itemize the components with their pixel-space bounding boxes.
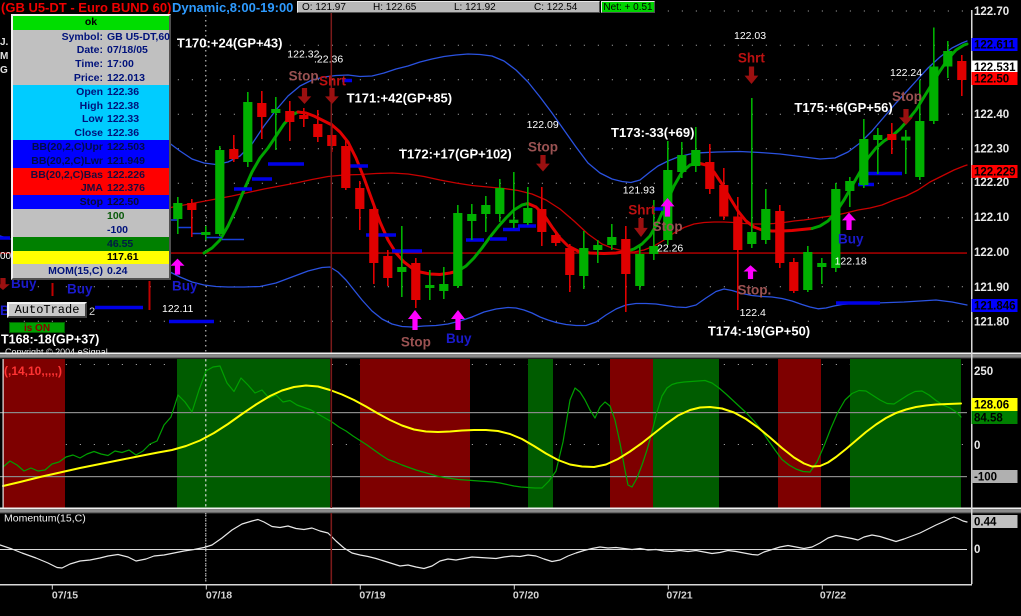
svg-text:Stop: Stop: [528, 140, 558, 155]
svg-text:0.44: 0.44: [974, 517, 997, 529]
svg-text:Shrt: Shrt: [738, 51, 766, 66]
svg-text:122.70: 122.70: [974, 6, 1009, 18]
svg-text:250: 250: [974, 366, 993, 378]
svg-text:122.30: 122.30: [974, 144, 1009, 156]
svg-text:122.11: 122.11: [162, 303, 193, 315]
svg-text:122.32: 122.32: [287, 49, 319, 61]
svg-text:122.10: 122.10: [974, 212, 1009, 224]
svg-text:Stop: Stop: [892, 89, 922, 104]
svg-text:07/18: 07/18: [206, 590, 232, 602]
svg-text:Buy: Buy: [67, 282, 93, 297]
svg-text:T175:+6(GP+56): T175:+6(GP+56): [794, 100, 892, 115]
svg-text:122.09: 122.09: [527, 119, 559, 131]
svg-text:0: 0: [974, 440, 980, 452]
svg-text:Momentum(15,C): Momentum(15,C): [4, 513, 86, 525]
svg-text:122.20: 122.20: [974, 177, 1009, 189]
svg-text:122.03: 122.03: [734, 30, 766, 42]
svg-text:Stop: Stop: [653, 219, 683, 234]
svg-text:Stop: Stop: [289, 69, 319, 84]
svg-text:122.24: 122.24: [890, 67, 922, 79]
svg-text:122.4: 122.4: [740, 307, 766, 319]
svg-text:-100: -100: [974, 472, 997, 484]
svg-text:J.: J.: [0, 37, 9, 48]
svg-text:122.50: 122.50: [974, 74, 1009, 86]
svg-text:T170:+24(GP+43): T170:+24(GP+43): [177, 36, 283, 51]
svg-text:121.90: 121.90: [974, 282, 1009, 294]
svg-text:07/15: 07/15: [52, 590, 78, 602]
svg-text:G: G: [0, 65, 8, 76]
svg-text:00: 00: [0, 251, 12, 262]
svg-text:T172:+17(GP+102): T172:+17(GP+102): [399, 147, 512, 162]
svg-text:07/21: 07/21: [666, 590, 692, 602]
svg-text:T168:-18(GP+37): T168:-18(GP+37): [1, 333, 99, 347]
svg-text:Shrt: Shrt: [319, 74, 347, 89]
svg-text:121.93: 121.93: [623, 185, 655, 197]
svg-text:07/20: 07/20: [513, 590, 539, 602]
svg-text:122.18: 122.18: [835, 255, 867, 267]
svg-text:122.00: 122.00: [974, 247, 1009, 259]
svg-text:.22.36: .22.36: [314, 54, 343, 66]
svg-text:122.531: 122.531: [974, 62, 1016, 74]
svg-text:07/22: 07/22: [820, 590, 846, 602]
svg-text:Buy: Buy: [172, 279, 198, 294]
svg-text:T174:-19(GP+50): T174:-19(GP+50): [708, 324, 810, 339]
svg-text:122.611: 122.611: [974, 40, 1016, 52]
svg-text:Copyright © 2004 eSignal.: Copyright © 2004 eSignal.: [5, 347, 110, 357]
svg-text:T173:-33(+69): T173:-33(+69): [611, 125, 694, 140]
svg-text:T171:+42(GP+85): T171:+42(GP+85): [347, 91, 453, 106]
svg-text:M: M: [0, 51, 8, 62]
svg-text:128.06: 128.06: [974, 400, 1009, 412]
svg-text:84.58: 84.58: [974, 413, 1003, 425]
svg-text:0: 0: [974, 544, 980, 556]
svg-text:Buy: Buy: [446, 331, 472, 346]
svg-text:121.846: 121.846: [974, 301, 1016, 313]
svg-text:122.40: 122.40: [974, 109, 1009, 121]
svg-text:Stop: Stop: [401, 335, 431, 350]
svg-text:Shrt: Shrt: [628, 203, 656, 218]
svg-text:121.80: 121.80: [974, 317, 1009, 329]
svg-text:22.26: 22.26: [657, 243, 683, 255]
svg-text:122.229: 122.229: [974, 167, 1016, 179]
svg-text:07/19: 07/19: [359, 590, 385, 602]
svg-text:(,14,10,,,,,): (,14,10,,,,,): [4, 364, 62, 378]
svg-text:Buy: Buy: [838, 232, 864, 247]
svg-text:Stop.: Stop.: [738, 283, 772, 298]
